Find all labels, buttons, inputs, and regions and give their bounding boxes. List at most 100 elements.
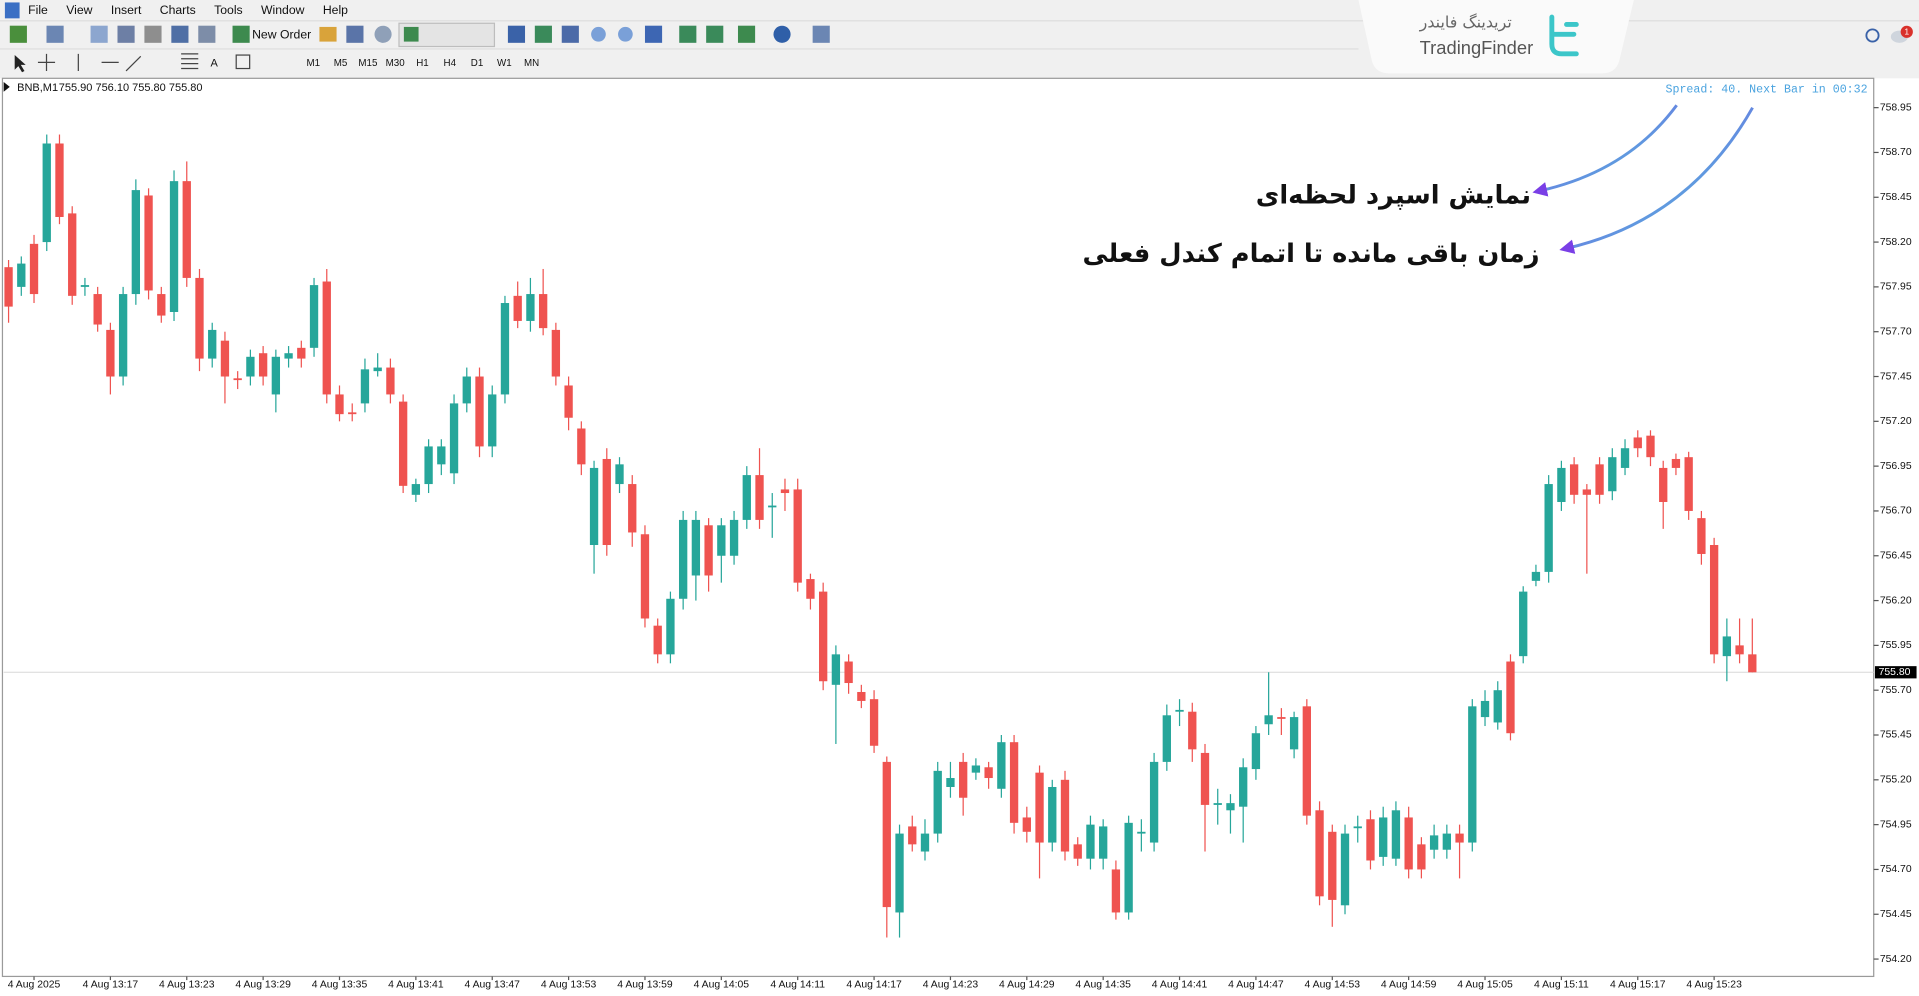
candle-body — [793, 489, 802, 583]
arrow — [1559, 106, 1754, 254]
symbol: BNB,M1 — [17, 82, 58, 94]
candle-body — [1519, 591, 1528, 657]
candle-body — [729, 519, 739, 556]
toolbar-button[interactable]: New Order — [252, 28, 311, 42]
y-tick-label: 755.45 — [1880, 730, 1912, 741]
candle-body — [908, 826, 917, 845]
timeframe-button[interactable]: M30 — [386, 58, 406, 69]
x-tick-label: 4 Aug 15:17 — [1610, 980, 1666, 991]
candle-body — [691, 519, 701, 576]
candle-body — [398, 401, 408, 486]
y-tick-label: 755.20 — [1880, 775, 1912, 786]
candle-body — [1646, 435, 1655, 458]
timeframe-button[interactable]: M15 — [358, 58, 378, 69]
autotrading-button[interactable] — [398, 22, 496, 48]
menu-item[interactable]: File — [28, 3, 48, 17]
y-tick-label: 754.45 — [1880, 909, 1912, 920]
crosshair-tool[interactable] — [37, 53, 56, 71]
cursor-tool[interactable] — [14, 55, 26, 73]
candle-body — [195, 277, 204, 359]
candle-body — [373, 367, 382, 372]
candle-body — [106, 329, 115, 377]
y-tick-label: 756.70 — [1880, 506, 1912, 517]
x-tick-label: 4 Aug 14:47 — [1228, 980, 1284, 991]
timeframes: M1 M5 M15 M30 H1 H4 D1 W1 MN — [307, 58, 540, 69]
y-tick-label: 756.20 — [1880, 595, 1912, 606]
arrow — [1532, 104, 1678, 197]
new-order-icon[interactable] — [232, 25, 250, 43]
menu-item[interactable]: Tools — [214, 3, 243, 17]
candle-body — [1162, 715, 1171, 762]
candle-body — [271, 356, 281, 395]
candle-body — [997, 742, 1006, 789]
candle-body — [768, 505, 777, 508]
candle-body — [220, 340, 230, 377]
candle-body — [806, 579, 815, 599]
candle-body — [1200, 752, 1210, 805]
collapse-icon[interactable] — [3, 81, 10, 92]
candle-body — [1429, 835, 1439, 850]
y-tick-label: 758.70 — [1880, 147, 1912, 158]
menu-item[interactable]: View — [66, 3, 92, 17]
logo: تریدینگ فایندر TradingFinder — [1358, 0, 1634, 74]
timeframe-button[interactable]: M5 — [334, 58, 348, 69]
x-tick-label: 4 Aug 14:23 — [923, 980, 979, 991]
x-tick-label: 4 Aug 15:23 — [1686, 980, 1742, 991]
candle-body — [1480, 700, 1490, 718]
menu-item[interactable]: Window — [261, 3, 305, 17]
price-label-bg — [1874, 666, 1917, 679]
candle-body — [233, 378, 242, 381]
icon — [812, 25, 830, 43]
candle-body — [1073, 844, 1082, 859]
candle-body — [297, 347, 306, 359]
candle-body — [946, 778, 955, 787]
annotation-spread: نمایش اسپرد لحظه‌ای — [1256, 180, 1531, 210]
timeframe-button[interactable]: MN — [524, 58, 539, 69]
timeframe-button[interactable]: H1 — [416, 58, 428, 69]
menu-item[interactable]: Insert — [111, 3, 142, 17]
timeframe-button[interactable]: M1 — [307, 58, 321, 69]
candle-body — [1060, 779, 1070, 852]
label-tool[interactable] — [235, 54, 251, 70]
icon — [144, 25, 162, 43]
candle-body — [1277, 717, 1286, 719]
icon — [46, 25, 64, 43]
timeframe-button[interactable]: D1 — [471, 58, 483, 69]
candle-body — [1748, 654, 1757, 673]
candle-body — [118, 294, 128, 377]
icon — [117, 25, 135, 43]
candle-body — [1048, 786, 1057, 843]
icon — [171, 25, 189, 43]
y-tick-label: 756.95 — [1880, 461, 1912, 472]
x-tick-label: 4 Aug 13:23 — [159, 980, 215, 991]
icon — [706, 25, 724, 43]
candle-body — [1544, 484, 1553, 572]
icon — [679, 25, 697, 43]
candle-body — [1111, 869, 1121, 913]
candle-body — [144, 195, 153, 291]
candle-body — [844, 661, 853, 684]
draw-tools[interactable] — [77, 53, 199, 72]
candle-body — [882, 761, 891, 908]
menu-item[interactable]: Help — [323, 3, 348, 17]
candle-body — [1442, 833, 1451, 850]
text-tool[interactable]: A — [211, 58, 219, 70]
timeframe-button[interactable]: H4 — [444, 58, 457, 69]
spread-timer: Spread: 40. Next Bar in 00:32 — [1666, 83, 1868, 96]
candle-body — [920, 833, 930, 852]
candle-body — [1137, 831, 1146, 834]
x-tick-label: 4 Aug 15:05 — [1457, 980, 1513, 991]
candle-body — [1709, 545, 1719, 655]
candle-body — [4, 267, 13, 307]
candle-body — [68, 213, 77, 296]
x-tick-label: 4 Aug 14:53 — [1305, 980, 1361, 991]
candle-body — [551, 329, 561, 377]
candle-body — [411, 484, 421, 495]
search-icon[interactable] — [1865, 28, 1880, 43]
candle-body — [335, 394, 344, 415]
menu-item[interactable]: Charts — [160, 3, 196, 17]
candle-body — [55, 143, 64, 217]
timeframe-button[interactable]: W1 — [497, 58, 512, 69]
logo-en: TradingFinder — [1420, 37, 1534, 58]
candle-body — [284, 353, 293, 359]
